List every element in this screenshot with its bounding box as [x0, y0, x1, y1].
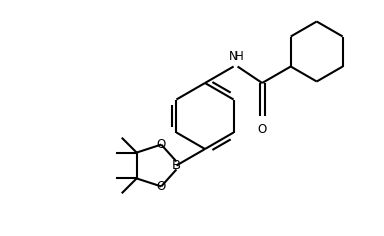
Text: O: O — [258, 123, 267, 136]
Text: N: N — [228, 51, 237, 63]
Text: B: B — [172, 159, 181, 172]
Text: O: O — [157, 138, 166, 151]
Text: O: O — [157, 180, 166, 193]
Text: H: H — [235, 51, 243, 63]
